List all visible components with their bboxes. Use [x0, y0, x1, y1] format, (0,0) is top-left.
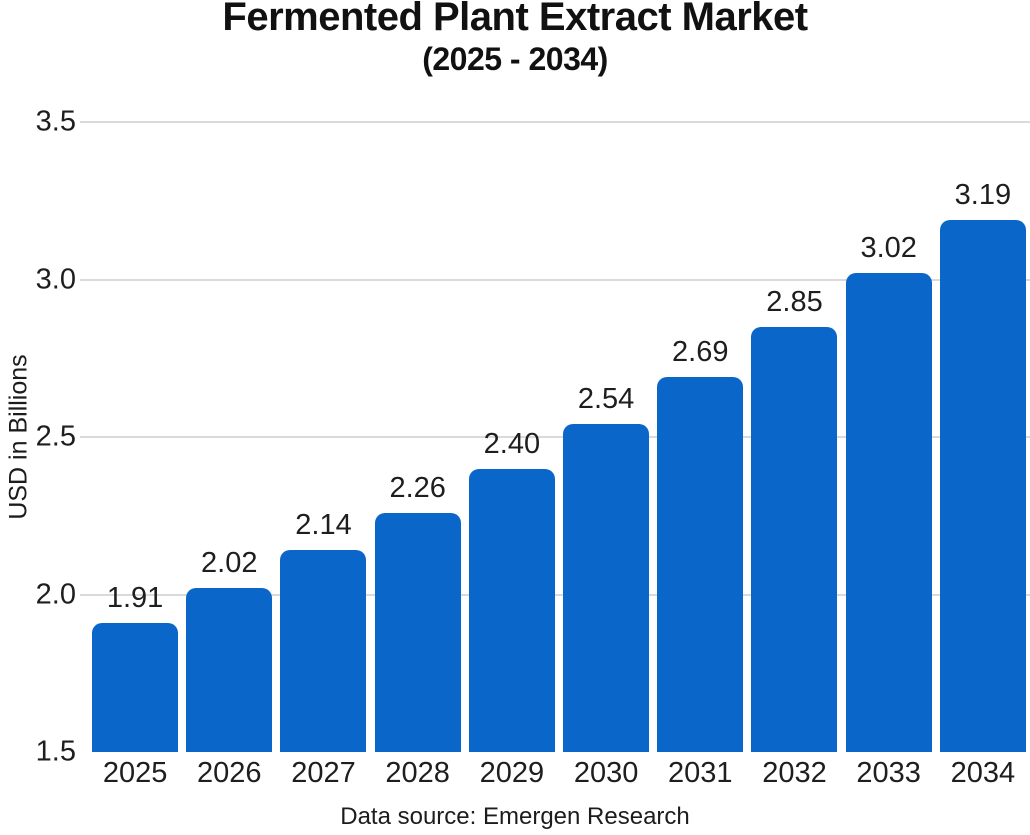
bar-value-label: 2.69: [672, 336, 729, 369]
bar: [657, 377, 744, 752]
x-tick-label: 2031: [668, 757, 733, 789]
bar-column: 2.40 2029: [465, 122, 559, 789]
bar-value-label: 3.02: [860, 232, 917, 265]
bar-value-label: 2.40: [483, 427, 541, 460]
x-tick-label: 2032: [762, 757, 827, 789]
y-tick-label: 2.5: [35, 420, 76, 453]
bar-value-label: 2.85: [766, 285, 823, 318]
bar: [374, 512, 461, 752]
bar-value-label: 2.26: [389, 471, 446, 504]
y-tick-label: 3.0: [35, 263, 76, 295]
gridline: [80, 278, 1030, 281]
x-tick-label: 2026: [197, 757, 262, 789]
bar: [92, 622, 179, 752]
bar-column: 3.19 2034: [936, 122, 1030, 789]
bar-value-label: 1.91: [106, 581, 164, 614]
bar: [280, 550, 367, 752]
gridline: [80, 593, 1030, 596]
gridline: [80, 121, 1030, 123]
bar-column: 2.14 2027: [276, 122, 370, 789]
bar: [845, 273, 932, 752]
x-tick-label: 2025: [102, 757, 168, 789]
bar-value-label: 2.02: [201, 547, 258, 580]
bar: [751, 326, 838, 752]
bar-column: 2.85 2032: [747, 122, 841, 789]
x-tick-label: 2030: [573, 757, 639, 789]
chart-title: Fermented Plant Extract Market: [222, 0, 808, 39]
bar: [563, 424, 650, 752]
bar: [186, 588, 273, 752]
bar-value-label: 2.54: [577, 383, 635, 416]
gridline: [80, 436, 1030, 438]
bar-column: 3.02 2033: [842, 122, 936, 789]
bar: [468, 468, 555, 752]
x-tick-label: 2029: [479, 757, 545, 789]
bar-column: 2.54 2030: [559, 122, 653, 789]
x-tick-label: 2033: [856, 757, 921, 789]
chart-subtitle: (2025 - 2034): [422, 41, 608, 77]
data-source: Data source: Emergen Research: [340, 803, 690, 830]
bar-value-label: 3.19: [954, 178, 1012, 211]
x-tick-label: 2028: [385, 757, 450, 789]
plot-area: 1.91 2025 2.02 2026 2.14 2027 2.26 2028 2.40 2029…: [80, 121, 1030, 789]
bar-column: 2.69 2031: [653, 122, 747, 789]
x-tick-label: 2034: [950, 757, 1016, 789]
y-tick-label: 2.0: [35, 578, 76, 610]
bar-column: 2.26 2028: [371, 122, 465, 789]
x-tick-label: 2027: [291, 757, 356, 789]
y-tick-label: 3.5: [35, 105, 76, 138]
bar-column: 1.91 2025: [88, 122, 182, 789]
bar-column: 2.02 2026: [182, 122, 276, 789]
bar: [939, 219, 1026, 752]
y-tick-label: 1.5: [35, 735, 76, 768]
bar-value-label: 2.14: [295, 509, 352, 542]
